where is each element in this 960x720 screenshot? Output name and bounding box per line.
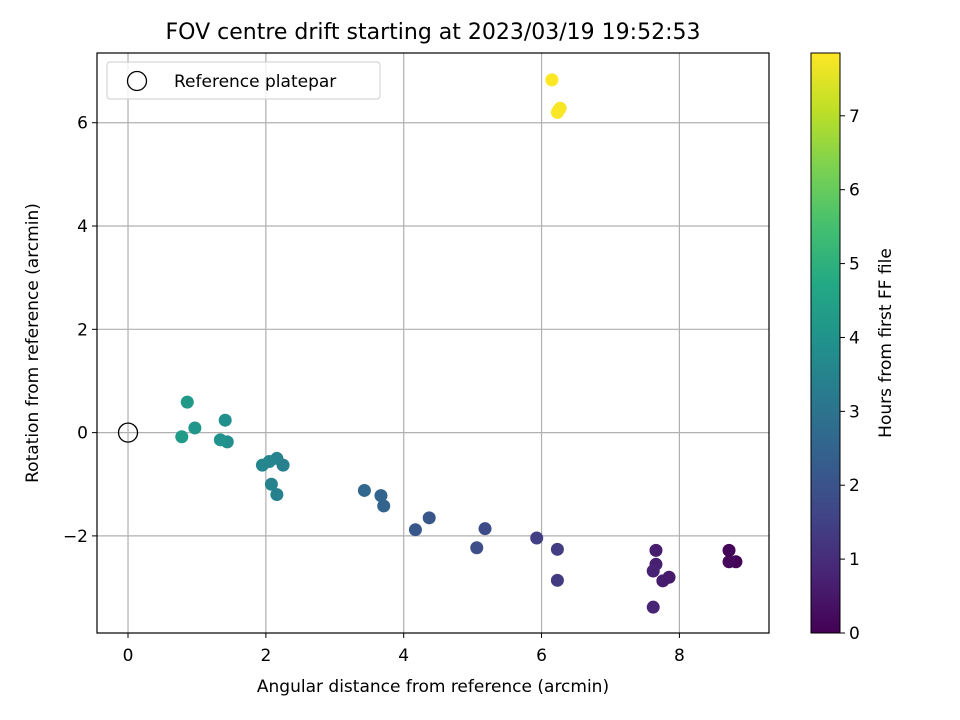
x-tick-label: 6 — [536, 646, 547, 666]
colorbar-tick-label: 4 — [849, 328, 860, 348]
data-point — [646, 564, 660, 578]
y-tick-label: 4 — [77, 217, 88, 237]
data-point — [550, 105, 564, 119]
x-axis-label: Angular distance from reference (arcmin) — [257, 677, 609, 697]
colorbar-tick-label: 5 — [849, 255, 860, 275]
y-tick-label: 6 — [77, 114, 88, 134]
plot-frame — [96, 52, 770, 634]
y-axis-ticks: −2 0 2 4 6 — [63, 114, 97, 547]
data-point — [422, 511, 436, 525]
data-points — [175, 73, 743, 614]
data-point — [722, 543, 736, 557]
data-point — [550, 573, 564, 587]
data-point — [550, 542, 564, 556]
colorbar-tick-label: 6 — [849, 181, 860, 201]
data-point — [478, 522, 492, 536]
reference-marker-group — [117, 422, 139, 443]
data-point — [180, 395, 194, 409]
data-point — [408, 523, 422, 537]
data-point — [264, 477, 278, 491]
reference-platepar-marker — [117, 422, 139, 443]
colorbar-tick-label: 7 — [849, 107, 860, 127]
chart-title: FOV centre drift starting at 2023/03/19 … — [166, 20, 701, 45]
x-tick-label: 2 — [260, 646, 271, 666]
data-point — [722, 555, 736, 569]
x-tick-label: 8 — [674, 646, 685, 666]
legend-box — [106, 61, 381, 100]
x-axis-ticks: 0 2 4 6 8 — [123, 633, 685, 666]
data-point — [175, 430, 189, 444]
data-point — [470, 541, 484, 555]
x-tick-label: 0 — [123, 646, 134, 666]
y-tick-label: 2 — [77, 320, 88, 340]
colorbar — [810, 52, 841, 634]
data-point — [218, 413, 232, 427]
legend-entry-label: Reference platepar — [174, 72, 336, 92]
y-axis-label: Rotation from reference (arcmin) — [23, 203, 43, 483]
legend-reference-marker-icon — [126, 70, 148, 92]
data-point — [270, 488, 284, 502]
colorbar-label: Hours from first FF file — [876, 248, 896, 438]
x-tick-label: 4 — [398, 646, 409, 666]
data-point — [213, 433, 227, 447]
y-tick-label: −2 — [63, 527, 88, 547]
legend: Reference platepar — [106, 61, 381, 100]
data-point — [357, 483, 371, 497]
data-point — [377, 499, 391, 513]
colorbar-tick-label: 1 — [849, 550, 860, 570]
colorbar-tick-label: 2 — [849, 476, 860, 496]
data-point — [646, 600, 660, 614]
y-tick-label: 0 — [77, 424, 88, 444]
grid-lines — [97, 53, 769, 633]
data-point — [255, 458, 269, 472]
colorbar-tick-label: 0 — [849, 624, 860, 644]
data-point — [374, 489, 388, 503]
data-point — [188, 421, 202, 435]
data-point — [545, 73, 559, 87]
colorbar-ticks: 0 1 2 3 4 5 6 7 — [840, 107, 860, 644]
data-point — [656, 574, 670, 588]
data-point — [649, 543, 663, 557]
data-point — [530, 531, 544, 545]
colorbar-tick-label: 3 — [849, 402, 860, 422]
